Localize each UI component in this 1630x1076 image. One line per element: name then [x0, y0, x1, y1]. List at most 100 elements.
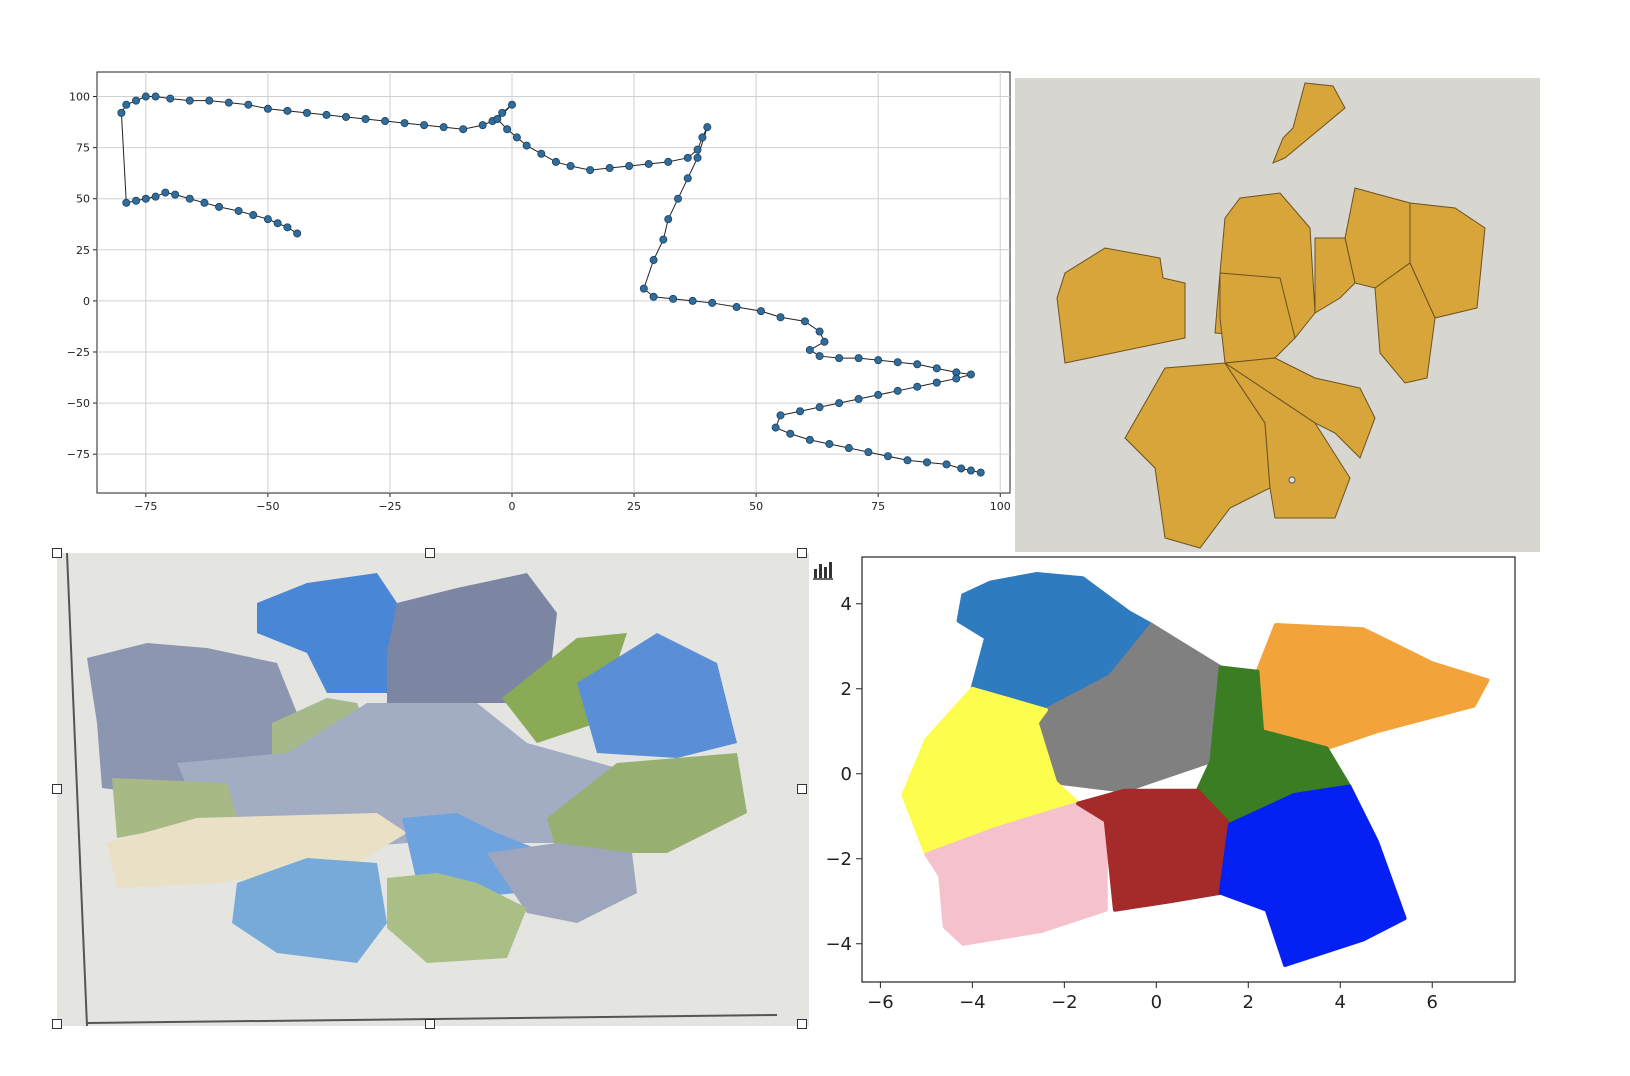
resize-handle-icon[interactable] — [797, 1019, 807, 1029]
screen-region-green-right-low — [547, 753, 747, 853]
data-point — [249, 211, 258, 220]
data-point — [551, 157, 560, 166]
data-point — [893, 386, 902, 395]
y-tick-label: 4 — [841, 594, 852, 615]
screen-axis-left — [66, 552, 88, 1027]
x-tick-label: 0 — [1151, 992, 1162, 1013]
data-point — [815, 352, 824, 361]
data-point — [507, 100, 516, 109]
data-point — [805, 345, 814, 354]
data-point — [141, 92, 150, 101]
data-point — [283, 106, 292, 115]
screen-region-green-low — [387, 873, 527, 963]
data-point — [512, 133, 521, 142]
data-point — [263, 215, 272, 224]
plot-frame — [96, 71, 1011, 494]
data-point — [688, 296, 697, 305]
data-point — [141, 194, 150, 203]
data-point — [151, 192, 160, 201]
data-point — [185, 96, 194, 105]
data-point — [166, 94, 175, 103]
data-point — [864, 448, 873, 457]
x-tick-label: 2 — [1243, 992, 1254, 1013]
data-point — [664, 215, 673, 224]
data-point — [503, 125, 512, 134]
data-point — [874, 390, 883, 399]
data-point — [942, 460, 951, 469]
resize-handle-icon[interactable] — [797, 784, 807, 794]
screen-photo-svg — [57, 552, 809, 1027]
data-point — [605, 164, 614, 173]
y-tick-label: 75 — [76, 142, 90, 155]
resize-handle-icon[interactable] — [797, 548, 807, 558]
x-tick-label: −6 — [867, 992, 894, 1013]
data-point — [644, 159, 653, 168]
data-point — [200, 198, 209, 207]
x-tick-label: −25 — [378, 500, 401, 513]
data-point — [498, 108, 507, 117]
data-point — [786, 429, 795, 438]
data-point — [215, 202, 224, 211]
resize-handle-icon[interactable] — [425, 548, 435, 558]
region-5 — [924, 801, 1108, 946]
data-point — [708, 298, 717, 307]
screen-region-blue-right — [577, 633, 737, 758]
line-plot-svg: −75 −50 −25 0 25 50 75 100 100 75 50 25 0 −25 −50 −75 — [67, 71, 1011, 513]
photo-piece-bottom-right — [1224, 362, 1351, 519]
data-point — [683, 174, 692, 183]
data-point — [185, 194, 194, 203]
data-point — [800, 317, 809, 326]
data-point — [493, 115, 502, 124]
data-point — [659, 235, 668, 244]
x-tick-label: 25 — [627, 500, 641, 513]
data-point — [478, 121, 487, 130]
resize-handle-icon[interactable] — [425, 1019, 435, 1029]
data-point — [698, 133, 707, 142]
data-point — [932, 364, 941, 373]
data-point — [732, 303, 741, 312]
resize-handle-icon[interactable] — [52, 784, 62, 794]
data-point — [913, 382, 922, 391]
y-tick-label: −75 — [67, 448, 90, 461]
x-tick-label: −2 — [1051, 992, 1078, 1013]
photo-piece-lower — [1223, 357, 1376, 459]
x-tick-label: 4 — [1335, 992, 1346, 1013]
data-point — [625, 162, 634, 171]
data-point — [805, 435, 814, 444]
x-tick-label: 6 — [1426, 992, 1437, 1013]
data-point — [117, 108, 126, 117]
data-point — [771, 423, 780, 432]
data-point — [796, 407, 805, 416]
data-point — [283, 223, 292, 232]
data-point — [844, 444, 853, 453]
data-point — [883, 452, 892, 461]
x-tick-label: 100 — [990, 500, 1011, 513]
data-point — [381, 117, 390, 126]
x-tick-label: 50 — [749, 500, 763, 513]
x-tick-label: −75 — [134, 500, 157, 513]
data-point — [669, 294, 678, 303]
photo-piece-top — [1272, 82, 1346, 164]
screen-region-blue-top — [257, 573, 397, 693]
data-point — [205, 96, 214, 105]
data-point — [586, 166, 595, 175]
data-point — [854, 354, 863, 363]
x-tick-label: −50 — [256, 500, 279, 513]
data-point — [122, 100, 131, 109]
resize-handle-icon[interactable] — [52, 548, 62, 558]
resize-handle-icon[interactable] — [52, 1019, 62, 1029]
data-point — [234, 206, 243, 215]
polygon-photo-svg — [1056, 82, 1486, 549]
photo-piece-middle — [1314, 237, 1356, 314]
data-point — [263, 104, 272, 113]
data-point — [273, 219, 282, 228]
photo-piece-left — [1056, 247, 1186, 364]
data-point — [302, 108, 311, 117]
data-point — [361, 115, 370, 124]
polygon-photo — [1015, 78, 1540, 552]
data-point — [835, 399, 844, 408]
region-scatter-svg: −6 −4 −2 0 2 4 6 4 2 0 −2 −4 — [825, 556, 1516, 1013]
data-point — [664, 157, 673, 166]
y-tick-label: 50 — [76, 193, 90, 206]
bar-chart-icon[interactable] — [811, 558, 835, 582]
